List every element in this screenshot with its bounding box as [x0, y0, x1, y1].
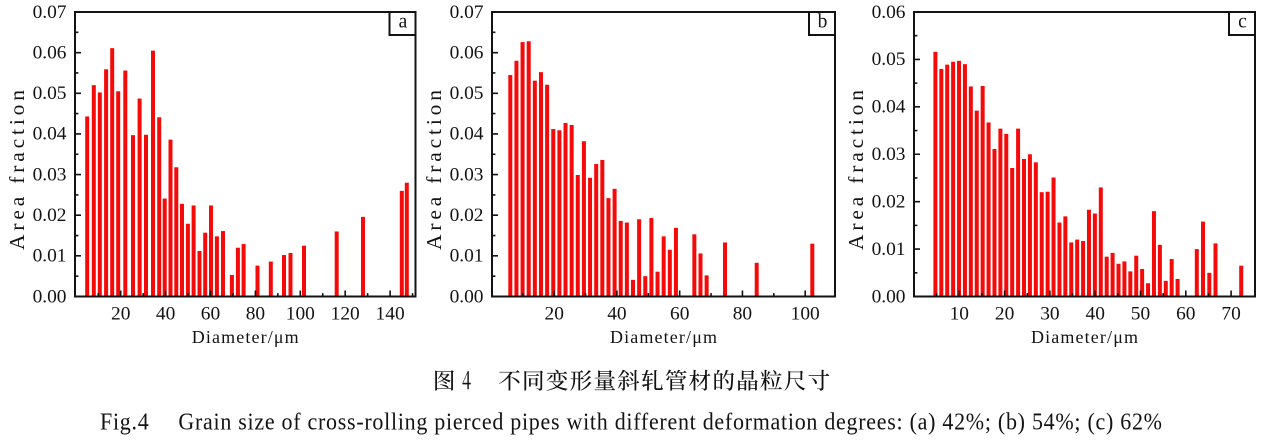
svg-text:20: 20: [111, 303, 130, 324]
svg-text:40: 40: [1086, 303, 1105, 324]
svg-text:Diameter/μm: Diameter/μm: [1031, 327, 1138, 347]
svg-text:0.01: 0.01: [450, 246, 484, 267]
svg-text:70: 70: [1221, 303, 1240, 324]
svg-text:0.06: 0.06: [450, 42, 484, 63]
svg-text:0.04: 0.04: [33, 124, 67, 145]
svg-text:0.00: 0.00: [450, 286, 484, 307]
svg-text:0.07: 0.07: [33, 2, 67, 23]
svg-text:0.07: 0.07: [450, 2, 484, 23]
svg-text:50: 50: [1131, 303, 1150, 324]
svg-text:60: 60: [670, 303, 689, 324]
svg-text:80: 80: [733, 303, 752, 324]
svg-text:c: c: [1238, 11, 1247, 32]
svg-text:0.03: 0.03: [872, 144, 906, 165]
svg-text:b: b: [818, 11, 828, 32]
svg-text:0.00: 0.00: [872, 286, 906, 307]
svg-text:Area fraction: Area fraction: [844, 90, 868, 250]
svg-text:0.06: 0.06: [33, 42, 67, 63]
svg-text:60: 60: [1176, 303, 1195, 324]
svg-text:0.04: 0.04: [872, 97, 906, 118]
svg-text:0.04: 0.04: [450, 124, 484, 145]
svg-text:40: 40: [156, 303, 175, 324]
svg-text:Area fraction: Area fraction: [422, 90, 446, 250]
svg-text:0.02: 0.02: [33, 205, 67, 226]
svg-text:10: 10: [950, 303, 969, 324]
svg-text:0.05: 0.05: [450, 83, 484, 104]
svg-text:80: 80: [246, 303, 265, 324]
svg-text:0.03: 0.03: [33, 164, 67, 185]
svg-text:120: 120: [331, 303, 360, 324]
svg-text:0.06: 0.06: [872, 2, 906, 23]
svg-text:0.02: 0.02: [872, 192, 906, 213]
svg-text:20: 20: [995, 303, 1014, 324]
svg-text:0.03: 0.03: [450, 164, 484, 185]
svg-text:20: 20: [545, 303, 564, 324]
svg-text:0.05: 0.05: [872, 49, 906, 70]
svg-text:0.01: 0.01: [872, 239, 906, 260]
svg-text:Diameter/μm: Diameter/μm: [192, 327, 299, 347]
svg-text:60: 60: [201, 303, 220, 324]
svg-text:Area fraction: Area fraction: [5, 90, 29, 250]
svg-text:40: 40: [607, 303, 626, 324]
svg-text:0.05: 0.05: [33, 83, 67, 104]
svg-text:0.01: 0.01: [33, 246, 67, 267]
svg-text:Diameter/μm: Diameter/μm: [610, 327, 717, 347]
svg-text:0.02: 0.02: [450, 205, 484, 226]
svg-text:30: 30: [1040, 303, 1059, 324]
svg-text:Fig.4 Grain size of cross-rol: Fig.4 Grain size of cross-rolling pierce…: [100, 409, 1162, 435]
svg-text:140: 140: [376, 303, 405, 324]
svg-text:a: a: [399, 11, 408, 32]
svg-text:100: 100: [791, 303, 820, 324]
svg-text:100: 100: [286, 303, 315, 324]
svg-text:0.00: 0.00: [33, 286, 67, 307]
